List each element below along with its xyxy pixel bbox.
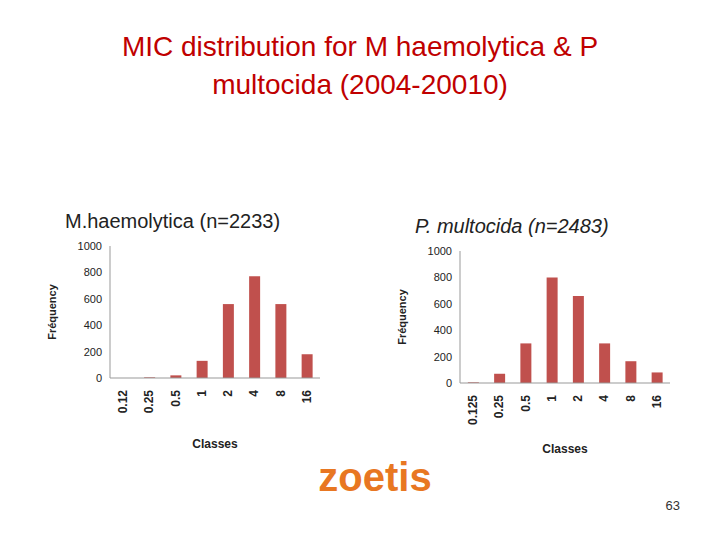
html-text:zoetis: zoetis (318, 455, 432, 499)
svg-text:8: 8 (274, 390, 288, 397)
svg-text:400: 400 (434, 324, 452, 336)
svg-text:16: 16 (650, 395, 664, 409)
svg-text:0.25: 0.25 (142, 390, 156, 414)
svg-text:800: 800 (434, 271, 452, 283)
svg-text:1000: 1000 (428, 245, 452, 257)
svg-text:0: 0 (446, 377, 452, 389)
html-text:P. multocida (n=2483): P. multocida (n=2483) (415, 215, 609, 237)
svg-text:16: 16 (300, 390, 314, 404)
html-text:M.haemolytica (n=2233): M.haemolytica (n=2233) (65, 210, 281, 232)
html-text:MIC distribution for M haemoly: MIC distribution for M haemolytica & P m… (121, 31, 599, 100)
svg-text:0.5: 0.5 (169, 390, 183, 407)
svg-text:400: 400 (84, 319, 102, 331)
svg-text:0.125: 0.125 (466, 395, 480, 425)
svg-text:0: 0 (96, 372, 102, 384)
svg-text:0.5: 0.5 (519, 395, 533, 412)
svg-text:4: 4 (597, 395, 611, 402)
svg-text:1000: 1000 (78, 240, 102, 252)
svg-text:Fréquency: Fréquency (396, 288, 408, 345)
svg-text:1: 1 (545, 395, 559, 402)
html-text:63: 63 (665, 498, 680, 513)
svg-text:Fréquency: Fréquency (46, 283, 58, 340)
svg-text:0.12: 0.12 (116, 390, 130, 414)
svg-text:800: 800 (84, 266, 102, 278)
svg-text:8: 8 (624, 395, 638, 402)
svg-text:Classes: Classes (542, 442, 588, 456)
svg-text:200: 200 (84, 346, 102, 358)
svg-text:2: 2 (221, 390, 235, 397)
svg-text:4: 4 (247, 390, 261, 397)
svg-text:600: 600 (84, 293, 102, 305)
svg-text:200: 200 (434, 351, 452, 363)
svg-text:1: 1 (195, 390, 209, 397)
svg-text:0.25: 0.25 (492, 395, 506, 419)
svg-text:Classes: Classes (192, 437, 238, 451)
svg-text:600: 600 (434, 298, 452, 310)
svg-text:2: 2 (571, 395, 585, 402)
